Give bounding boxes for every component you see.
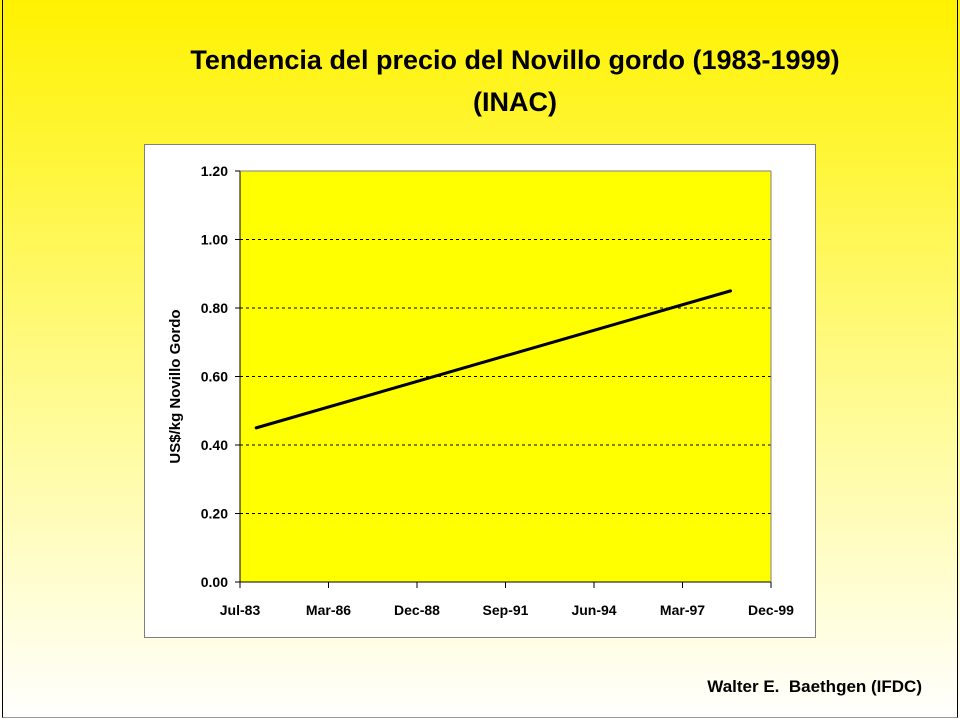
trend-line: [254, 289, 733, 430]
chart-title: Tendencia del precio del Novillo gordo (…: [190, 45, 840, 75]
x-tick-label: Jul-83: [220, 602, 261, 618]
y-tick-label: 0.20: [201, 506, 228, 522]
x-tick-label: Dec-88: [394, 602, 440, 618]
y-tick-label: 0.60: [201, 369, 228, 385]
x-tick-label: Sep-91: [483, 602, 529, 618]
x-tick-label: Mar-86: [306, 602, 351, 618]
y-tick-label: 0.00: [201, 574, 228, 590]
x-tick-label: Jun-94: [571, 602, 616, 618]
y-tick-label: 1.00: [201, 232, 228, 248]
y-axis-title: US$/kg Novillo Gordo: [167, 309, 184, 463]
y-tick-label: 0.80: [201, 300, 228, 316]
author-credit: Walter E. Baethgen (IFDC): [707, 677, 922, 696]
x-tick-label: Dec-99: [748, 602, 794, 618]
chart-subtitle: (INAC): [473, 87, 557, 117]
y-tick-label: 0.40: [201, 437, 228, 453]
x-axis-ticks: Jul-83 Mar-86 Dec-88 Sep-91 Jun-94 Mar-97 Dec-…: [220, 582, 794, 618]
y-tick-label: 1.20: [201, 163, 228, 179]
x-tick-label: Mar-97: [660, 602, 705, 618]
series-group: [254, 289, 733, 430]
y-axis-ticks: 0.00 0.20 0.40 0.60 0.80 1.00 1.20: [201, 163, 240, 590]
